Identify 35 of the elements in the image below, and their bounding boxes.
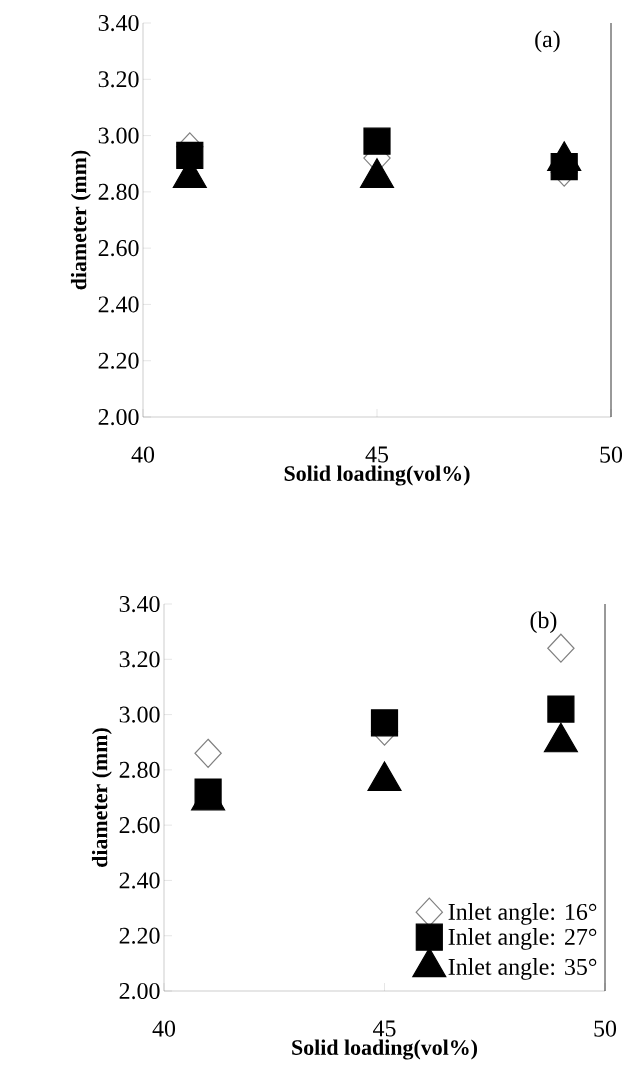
y-tick-label: 2.80 bbox=[98, 183, 139, 200]
point bbox=[194, 738, 222, 768]
y-tick-label: 2.20 bbox=[98, 352, 139, 369]
x-tick-label: 50 bbox=[600, 446, 622, 463]
x-tick-label: 45 bbox=[373, 1020, 396, 1037]
y-tick-label: 2.60 bbox=[98, 240, 139, 257]
y-tick-label: 2.00 bbox=[119, 982, 160, 1000]
point bbox=[370, 709, 399, 737]
x-tick-label: 40 bbox=[152, 1020, 176, 1037]
legend-label: Inlet angle: 27° bbox=[448, 928, 597, 950]
x-axis-title: Solid loading(vol%) bbox=[292, 1039, 478, 1060]
y-tick-label: 2.80 bbox=[119, 761, 160, 778]
y-axis-title: diameter (mm) bbox=[91, 728, 112, 867]
point bbox=[547, 695, 575, 723]
annotation: (a) bbox=[535, 30, 560, 53]
y-tick-label: 3.00 bbox=[98, 127, 139, 144]
legend-label: Inlet angle: 16° bbox=[448, 903, 597, 925]
y-tick-label: 2.40 bbox=[119, 872, 160, 889]
y-tick-label: 3.40 bbox=[98, 14, 139, 32]
x-tick-label: 50 bbox=[594, 1020, 617, 1037]
y-tick-label: 2.60 bbox=[119, 817, 160, 834]
y-tick-label: 2.40 bbox=[98, 296, 139, 313]
y-tick-label: 3.20 bbox=[98, 71, 139, 88]
legend-label: Inlet angle: 35° bbox=[448, 958, 597, 980]
annotation: (b) bbox=[530, 611, 557, 634]
y-tick-label: 3.40 bbox=[119, 595, 160, 613]
x-tick-label: 45 bbox=[365, 446, 389, 463]
x-axis-title: Solid loading(vol%) bbox=[284, 465, 470, 486]
y-tick-label: 3.20 bbox=[119, 651, 160, 668]
y-tick-label: 2.20 bbox=[119, 927, 160, 944]
y-tick-label: 3.00 bbox=[119, 706, 160, 723]
y-axis-title: diameter (mm) bbox=[70, 150, 91, 290]
x-tick-label: 40 bbox=[131, 446, 155, 463]
point bbox=[547, 633, 575, 663]
y-tick-label: 2.00 bbox=[98, 408, 139, 426]
